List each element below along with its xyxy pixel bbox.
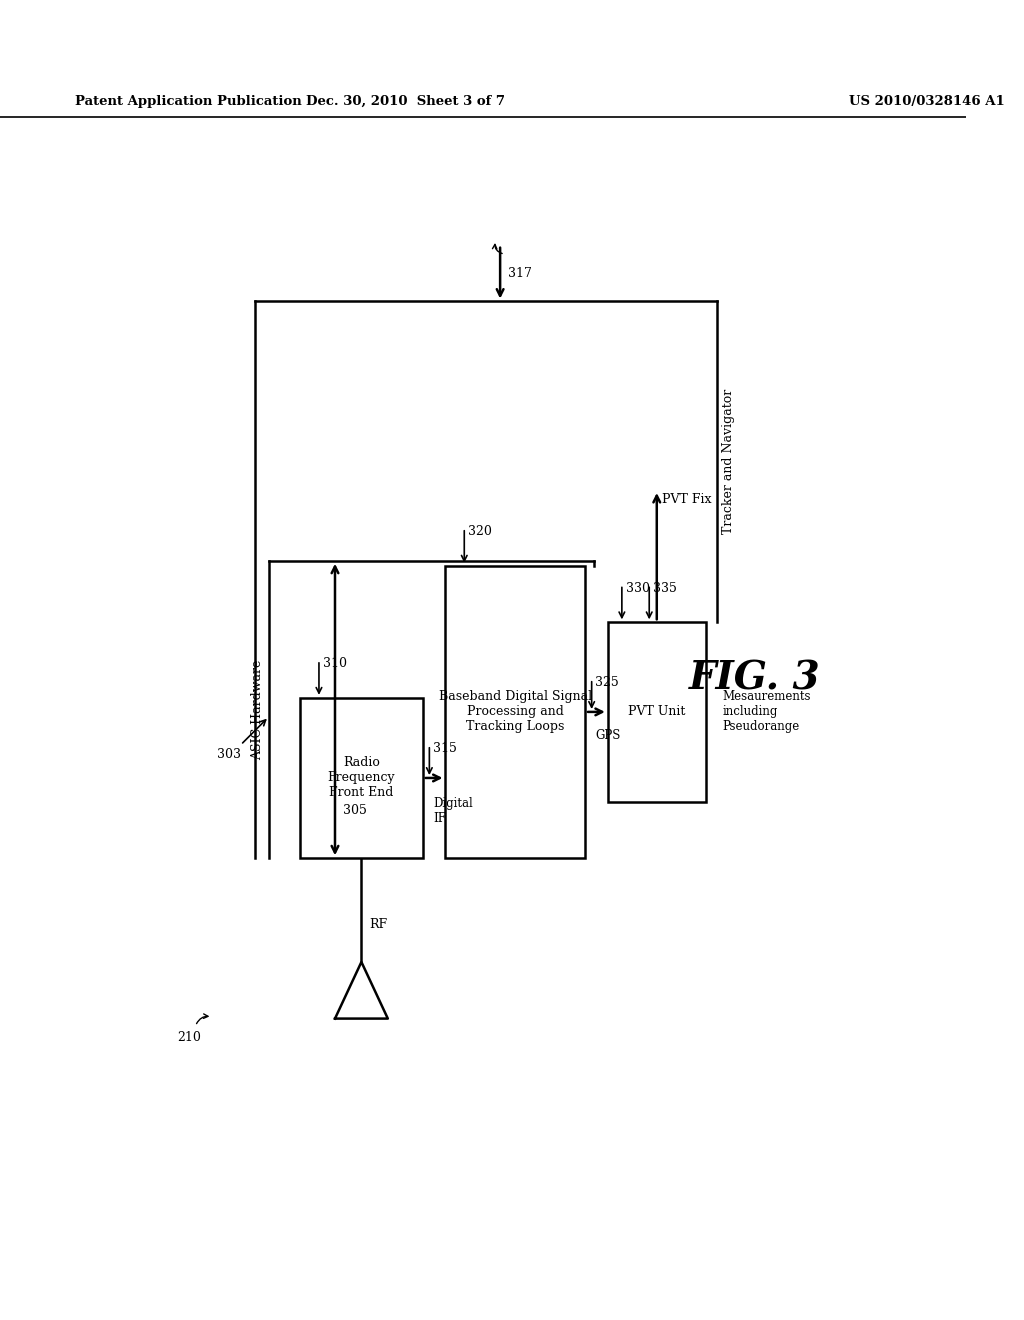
Text: 305: 305 (343, 804, 367, 817)
Text: Tracker and Navigator: Tracker and Navigator (722, 389, 735, 535)
FancyArrowPatch shape (493, 244, 502, 253)
Bar (607, 622, 706, 801)
Text: 303: 303 (217, 748, 241, 760)
Text: PVT Fix: PVT Fix (663, 494, 712, 506)
Text: 325: 325 (595, 676, 620, 689)
Bar (300, 698, 423, 858)
Bar (445, 566, 585, 858)
Text: ASIC Hardware: ASIC Hardware (251, 660, 264, 760)
Text: GPS: GPS (595, 729, 621, 742)
Text: RF: RF (369, 917, 387, 931)
Text: PVT Unit: PVT Unit (628, 705, 685, 718)
FancyArrowPatch shape (331, 812, 337, 816)
FancyArrowPatch shape (197, 1014, 208, 1023)
Text: Mesaurements
including
Pseudorange: Mesaurements including Pseudorange (723, 690, 811, 734)
Text: FIG. 3: FIG. 3 (689, 660, 820, 698)
Text: Baseband Digital Signal
Processing and
Tracking Loops: Baseband Digital Signal Processing and T… (438, 690, 592, 734)
Text: 317: 317 (508, 267, 531, 280)
Text: 310: 310 (323, 657, 347, 671)
Text: 330: 330 (626, 582, 649, 595)
Text: 320: 320 (468, 525, 492, 539)
Text: 210: 210 (177, 1031, 202, 1044)
Text: US 2010/0328146 A1: US 2010/0328146 A1 (849, 95, 1005, 108)
Text: 315: 315 (433, 742, 457, 755)
Text: Patent Application Publication: Patent Application Publication (76, 95, 302, 108)
Text: 335: 335 (653, 582, 677, 595)
Text: Radio
Frequency
Front End: Radio Frequency Front End (328, 756, 395, 800)
Text: Dec. 30, 2010  Sheet 3 of 7: Dec. 30, 2010 Sheet 3 of 7 (306, 95, 505, 108)
Text: Digital
IF: Digital IF (433, 797, 473, 825)
